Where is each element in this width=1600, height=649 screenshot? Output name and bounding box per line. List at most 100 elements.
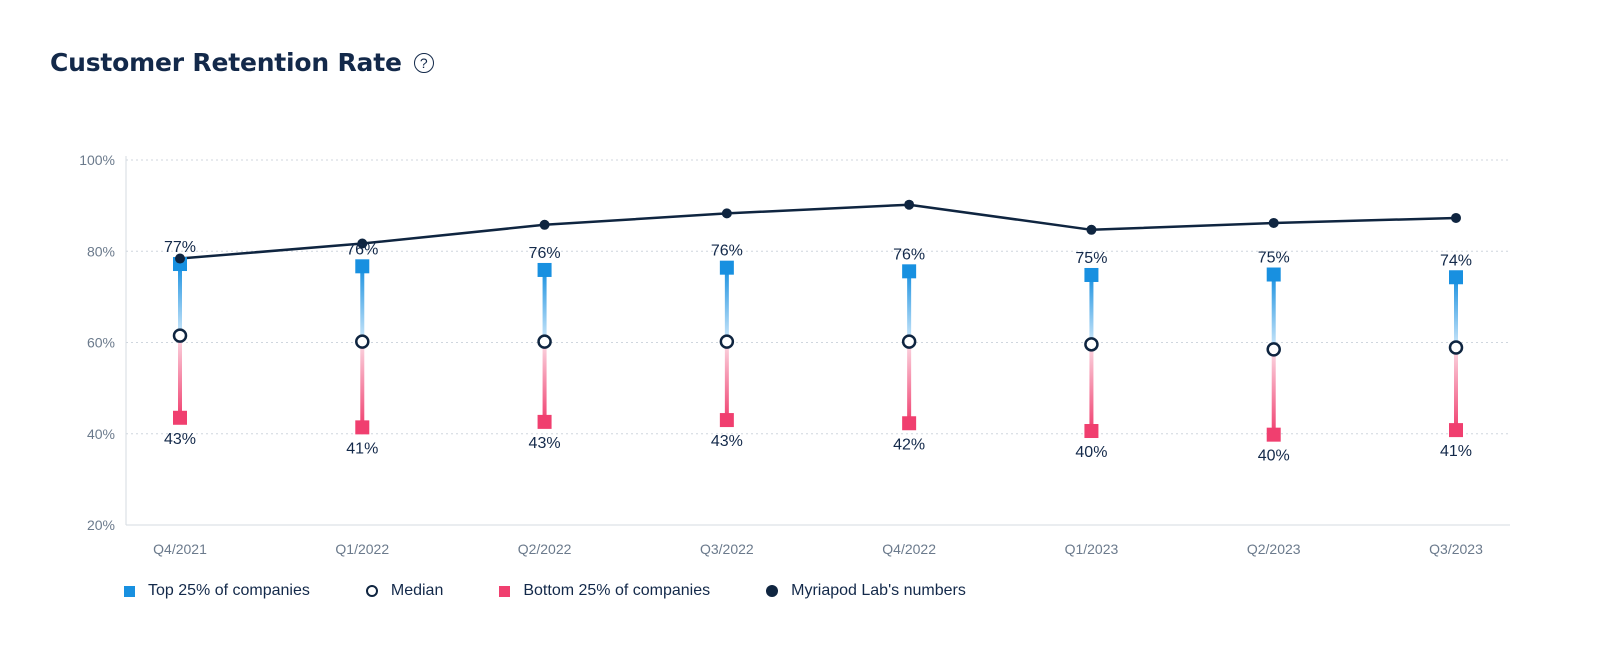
label-layer: 77% 43% 76% 41% 76% 43% 76% 43% 76% 42% 75% 40% 75% 4… (164, 239, 1472, 465)
chart-legend: Top 25% of companies Median Bottom 25% o… (124, 582, 1022, 600)
median-marker (537, 334, 552, 349)
median-marker (719, 334, 735, 349)
bottom-25-data-label: 40% (1075, 444, 1107, 461)
myriapod-point (357, 238, 368, 249)
top-range-bar (724, 267, 729, 342)
bottom-range-bar (724, 341, 729, 421)
bottom-25-data-label: 41% (346, 440, 378, 457)
x-tick-label: Q1/2023 (1065, 541, 1119, 557)
median-marker (1266, 342, 1281, 357)
median-marker (172, 328, 188, 343)
x-tick-label: Q4/2021 (153, 541, 207, 557)
bottom-25-marker (902, 416, 917, 431)
bottom-25-marker (1449, 423, 1463, 438)
bottom-25-marker (355, 420, 370, 435)
x-tick-label: Q1/2022 (335, 541, 389, 557)
range-layer (178, 264, 1458, 435)
bottom-range-bar (360, 341, 365, 428)
grid-layer (126, 159, 1510, 435)
top-range-bar (1089, 274, 1094, 345)
top-25-data-label: 75% (1258, 250, 1290, 267)
top-25-data-label: 75% (1075, 250, 1107, 267)
bottom-25-data-label: 41% (1440, 443, 1472, 460)
hollow-circle-marker-icon (365, 585, 378, 597)
top-25-marker (1084, 267, 1099, 282)
top-25-data-label: 76% (711, 243, 743, 260)
legend-label: Myriapod Lab's numbers (791, 582, 966, 599)
top-25-data-label: 76% (893, 246, 925, 263)
top-range-bar (1271, 274, 1276, 350)
legend-item-median[interactable]: Median (365, 582, 444, 600)
top-range-bar (1454, 277, 1458, 348)
median-marker (901, 334, 917, 349)
y-tick-label: 40% (87, 426, 115, 442)
myriapod-point (1086, 224, 1097, 235)
bottom-25-marker (537, 414, 552, 429)
bottom-25-marker (173, 410, 187, 425)
top-range-bar (907, 271, 912, 342)
y-tick-label: 60% (87, 335, 115, 351)
y-tick-label: 100% (79, 152, 115, 168)
top-range-bar (360, 266, 365, 342)
top-25-marker (355, 259, 370, 274)
square-marker-icon (499, 585, 511, 597)
page-title: Customer Retention Rate (50, 48, 402, 77)
bottom-25-marker (1084, 424, 1099, 439)
median-marker (355, 334, 370, 349)
marker-layer (172, 199, 1464, 442)
filled-circle-marker-icon (766, 585, 779, 597)
top-25-data-label: 76% (529, 245, 561, 262)
axis-layer: 100% 80% 60% 40% 20% Q4/2021 Q1/2022 Q2/2022 Q3/… (79, 152, 1510, 557)
legend-item-myriapod[interactable]: Myriapod Lab's numbers (766, 582, 966, 600)
bottom-range-bar (1089, 344, 1094, 432)
y-tick-label: 20% (87, 517, 115, 533)
bottom-range-bar (178, 335, 182, 418)
legend-label: Median (390, 582, 444, 599)
top-25-marker (537, 262, 552, 277)
top-range-bar (178, 264, 182, 336)
x-tick-label: Q3/2023 (1429, 541, 1483, 557)
top-25-marker (1449, 270, 1463, 285)
top-25-marker (1266, 267, 1281, 282)
bottom-25-data-label: 43% (529, 435, 561, 452)
bottom-25-data-label: 43% (711, 433, 743, 450)
bottom-25-data-label: 43% (164, 431, 196, 448)
y-tick-label: 80% (87, 243, 115, 259)
legend-item-top[interactable]: Top 25% of companies (124, 582, 310, 600)
bottom-25-data-label: 40% (1258, 448, 1290, 465)
myriapod-point (904, 199, 915, 210)
legend-label: Top 25% of companies (148, 582, 310, 599)
legend-item-bottom[interactable]: Bottom 25% of companies (499, 582, 710, 600)
myriapod-series-line (179, 203, 1457, 260)
top-25-marker (719, 260, 734, 275)
legend-label: Bottom 25% of companies (523, 582, 711, 599)
square-marker-icon (124, 585, 135, 597)
x-tick-label: Q3/2022 (700, 541, 754, 557)
bottom-range-bar (542, 341, 547, 422)
top-25-marker (902, 264, 917, 279)
x-tick-label: Q2/2022 (518, 541, 572, 557)
top-25-data-label: 74% (1440, 252, 1472, 269)
help-icon[interactable]: ? (413, 52, 434, 73)
x-tick-label: Q2/2023 (1247, 541, 1301, 557)
bottom-25-marker (719, 413, 734, 428)
myriapod-point (1451, 212, 1461, 223)
chart-header: Customer Retention Rate ? (50, 48, 434, 77)
top-range-bar (542, 269, 547, 342)
bottom-25-data-label: 42% (893, 436, 925, 453)
bottom-range-bar (1454, 347, 1458, 431)
myriapod-point (175, 253, 185, 264)
line-layer (179, 203, 1457, 260)
bottom-25-marker (1266, 427, 1281, 442)
median-marker (1448, 340, 1464, 355)
top-25-data-label: 76% (346, 241, 378, 258)
myriapod-point (1268, 217, 1279, 228)
bottom-range-bar (1271, 349, 1276, 435)
median-marker (1084, 337, 1099, 352)
x-tick-label: Q4/2022 (882, 541, 936, 557)
bottom-range-bar (907, 341, 912, 424)
myriapod-point (539, 219, 550, 230)
top-25-data-label: 77% (164, 239, 196, 256)
myriapod-point (721, 208, 732, 219)
